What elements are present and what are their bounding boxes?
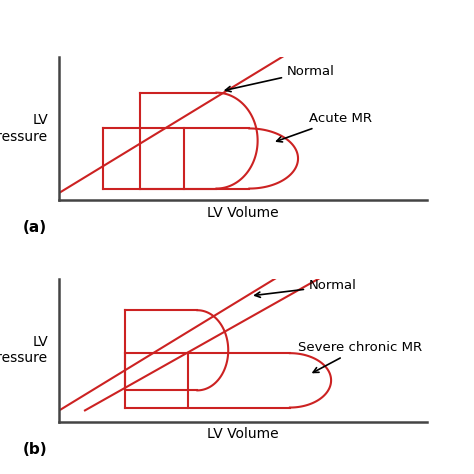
Text: (a): (a)	[22, 220, 46, 235]
X-axis label: LV Volume: LV Volume	[207, 428, 279, 441]
Text: Acute MR: Acute MR	[277, 112, 372, 142]
Y-axis label: LV
Pressure: LV Pressure	[0, 335, 48, 365]
X-axis label: LV Volume: LV Volume	[207, 206, 279, 219]
Text: Severe chronic MR: Severe chronic MR	[298, 341, 422, 373]
Text: Normal: Normal	[226, 64, 335, 91]
Text: (b): (b)	[22, 442, 47, 457]
Text: Normal: Normal	[255, 279, 357, 297]
Y-axis label: LV
Pressure: LV Pressure	[0, 113, 48, 144]
